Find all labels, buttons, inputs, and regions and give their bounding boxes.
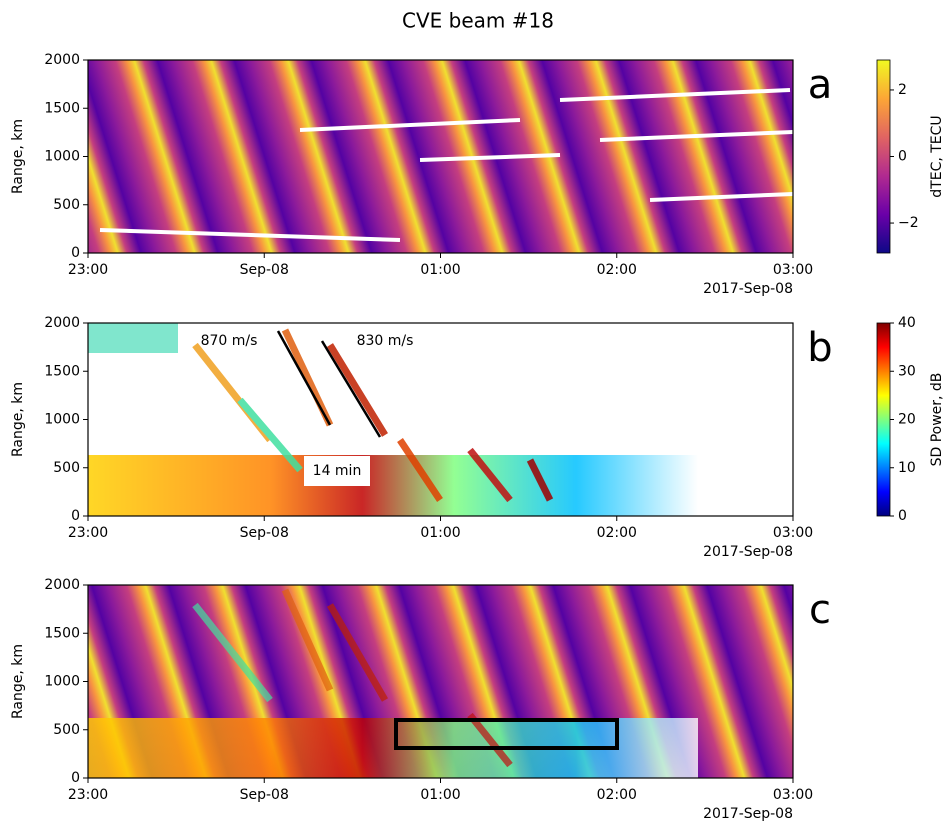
y-tick-label: 2000 [44,315,80,331]
x-sublabel: 2017-Sep-08 [703,806,793,822]
heatmap-texture [88,60,794,253]
annotation: 14 min [313,463,362,479]
y-tick-label: 1000 [44,149,80,165]
colorbar [876,59,891,254]
y-tick-label: 1500 [44,363,80,379]
x-tick-label: 01:00 [420,262,460,278]
y-axis-label: Range, km [10,644,26,719]
y-tick-label: 0 [71,508,80,524]
y-tick-label: 1500 [44,100,80,116]
colorbar-tick-label: 0 [898,149,907,165]
heatmap-texture [88,323,793,516]
panel-label: c [809,587,831,633]
x-tick-label: Sep-08 [240,525,289,541]
figure-title: CVE beam #18 [402,9,554,33]
y-tick-label: 500 [53,460,80,476]
y-axis-label: Range, km [10,119,26,194]
colorbar [876,322,891,517]
y-tick-label: 0 [71,245,80,261]
colorbar-tick-label: −2 [898,215,919,231]
y-tick-label: 2000 [44,577,80,593]
y-tick-label: 2000 [44,52,80,68]
x-tick-label: 03:00 [773,525,813,541]
x-sublabel: 2017-Sep-08 [703,544,793,560]
annotation: 870 m/s [201,333,258,349]
y-axis-label: Range, km [10,382,26,457]
y-tick-label: 1500 [44,625,80,641]
y-tick-label: 1000 [44,412,80,428]
panel-label: a [808,62,833,108]
x-sublabel: 2017-Sep-08 [703,281,793,297]
x-tick-label: 03:00 [773,262,813,278]
heatmap-texture [88,585,793,778]
annotation-box [304,456,370,486]
speed-line [276,330,332,426]
x-tick-label: 02:00 [597,262,637,278]
y-tick-label: 500 [53,197,80,213]
x-tick-label: 01:00 [420,525,460,541]
y-tick-label: 500 [53,722,80,738]
panel-label: b [807,325,832,371]
colorbar-tick-label: 40 [898,315,916,331]
colorbar-tick-label: 30 [898,363,916,379]
x-tick-label: 02:00 [597,787,637,803]
x-tick-label: 23:00 [68,262,108,278]
colorbar-tick-label: 2 [898,82,907,98]
x-tick-label: 23:00 [68,525,108,541]
colorbar-tick-label: 0 [898,508,907,524]
colorbar-label: dTEC, TECU [929,115,945,197]
highlight-box [394,718,619,750]
x-tick-label: Sep-08 [240,262,289,278]
x-tick-label: 23:00 [68,787,108,803]
x-tick-label: 03:00 [773,787,813,803]
x-tick-label: 02:00 [597,525,637,541]
colorbar-tick-label: 20 [898,412,916,428]
annotation: 830 m/s [357,333,414,349]
x-tick-label: 01:00 [420,787,460,803]
y-tick-label: 1000 [44,674,80,690]
colorbar-label: SD Power, dB [929,373,945,467]
colorbar-tick-label: 10 [898,460,916,476]
x-tick-label: Sep-08 [240,787,289,803]
speed-line [320,340,382,438]
y-tick-label: 0 [71,770,80,786]
